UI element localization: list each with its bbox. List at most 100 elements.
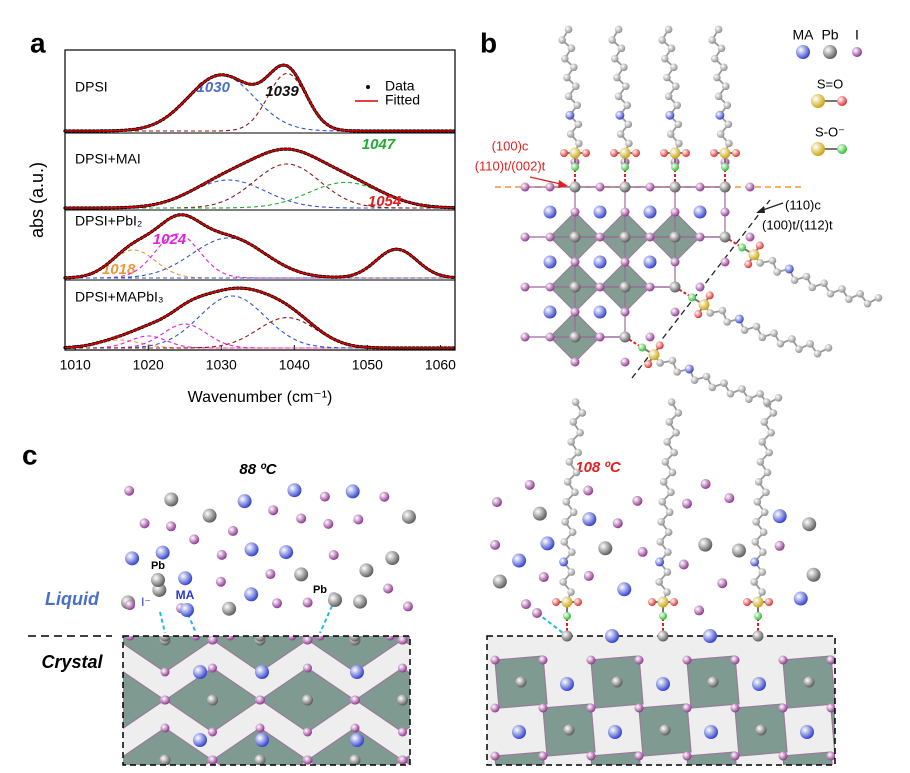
atom <box>723 318 731 326</box>
atom <box>538 571 549 582</box>
atom <box>287 483 302 498</box>
atom <box>721 163 729 171</box>
atom <box>560 149 568 157</box>
atom <box>543 305 557 319</box>
atom <box>383 583 394 594</box>
atom <box>490 655 500 665</box>
atom <box>663 568 672 576</box>
atom <box>856 290 864 298</box>
atom <box>773 268 781 276</box>
atom <box>345 484 360 499</box>
component-curve <box>64 249 454 279</box>
atom <box>706 309 715 317</box>
atom <box>575 139 583 148</box>
atom <box>349 754 361 765</box>
atom <box>619 331 631 343</box>
legend-atom-label: Pb <box>821 27 838 43</box>
spectrum-name: DPSI+PbI₂ <box>75 213 142 229</box>
atom <box>669 281 681 293</box>
atom <box>770 329 778 337</box>
atom <box>754 612 762 620</box>
peak-label: 1030 <box>197 79 231 96</box>
atom <box>520 182 530 192</box>
atom <box>113 728 122 737</box>
octahedron <box>686 751 737 765</box>
atom <box>560 54 569 63</box>
plane-label: (110)t/(002)t <box>475 158 546 173</box>
atom <box>776 339 785 348</box>
atom <box>657 596 669 608</box>
atom <box>695 282 705 292</box>
atom <box>726 389 735 398</box>
atom <box>670 448 678 457</box>
atom <box>398 663 407 673</box>
atom <box>760 508 769 517</box>
atom <box>445 635 456 646</box>
atom <box>567 568 576 576</box>
atom <box>256 604 265 613</box>
atom <box>617 582 632 597</box>
legend-atom-label: MA <box>793 27 815 43</box>
component-curve <box>64 339 454 349</box>
atom <box>838 285 846 293</box>
atom <box>222 601 237 616</box>
atom <box>202 508 217 523</box>
atom <box>610 54 619 63</box>
atom <box>446 696 455 705</box>
atom <box>772 509 787 524</box>
atom <box>315 636 325 641</box>
atom <box>593 255 607 269</box>
atom <box>615 110 625 120</box>
atom <box>734 314 744 324</box>
atom <box>670 207 680 217</box>
atom <box>595 232 605 242</box>
atom <box>193 665 207 679</box>
atom <box>538 655 548 665</box>
atom <box>723 101 732 110</box>
atom <box>674 120 683 129</box>
atom <box>595 182 605 192</box>
atom <box>520 599 531 610</box>
atom <box>756 390 764 398</box>
atom <box>561 630 573 642</box>
atom <box>159 636 171 642</box>
atom <box>255 723 265 733</box>
atom <box>670 307 680 317</box>
atom <box>155 545 170 560</box>
atom-label: I⁻ <box>141 595 151 609</box>
atom <box>515 676 527 688</box>
atom <box>215 576 226 587</box>
atom <box>760 418 769 426</box>
atom <box>768 256 777 265</box>
atom <box>730 703 740 713</box>
atom <box>490 703 500 713</box>
atom <box>237 494 252 509</box>
legend-marker <box>366 85 370 89</box>
peak-label: 1039 <box>265 83 299 100</box>
octahedron <box>830 707 835 757</box>
atom <box>574 120 583 129</box>
atom <box>178 571 193 586</box>
atom <box>724 493 735 504</box>
atom <box>670 598 678 606</box>
atom <box>608 36 616 44</box>
atom <box>112 695 123 706</box>
atom <box>664 92 673 101</box>
atom <box>664 25 673 34</box>
atom <box>349 636 361 642</box>
atom <box>694 310 703 319</box>
atom <box>808 283 817 292</box>
atom <box>401 509 416 524</box>
atom <box>296 513 307 524</box>
atom <box>565 110 575 120</box>
atom <box>605 629 619 643</box>
atom <box>800 725 814 739</box>
atom <box>796 45 810 59</box>
atom <box>582 149 590 157</box>
atom <box>207 694 218 706</box>
fitted-curve <box>65 64 454 132</box>
atom <box>663 73 671 82</box>
atom <box>616 130 625 138</box>
atom <box>265 569 276 580</box>
atom <box>669 231 681 243</box>
